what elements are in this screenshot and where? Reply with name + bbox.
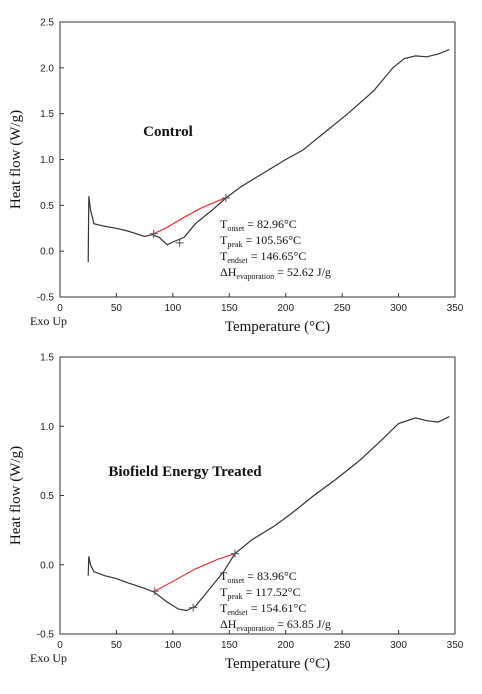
- x-axis-label: Temperature (°C): [225, 319, 330, 335]
- x-axis-label: Temperature (°C): [225, 656, 330, 672]
- annotation: Tendset = 146.65°C: [220, 249, 306, 265]
- annotation: ΔHevaporation = 63.85 J/g: [220, 617, 331, 633]
- annotation-text: = 82.96°C: [244, 217, 297, 231]
- y-tick-label: 1.0: [40, 155, 54, 166]
- x-tick-label: 0: [57, 640, 63, 651]
- annotation-text: = 105.56°C: [242, 233, 301, 247]
- annotation-symbol: ΔH: [220, 265, 237, 279]
- x-tick-label: 350: [447, 303, 464, 314]
- y-tick-label: 0.5: [40, 491, 54, 502]
- y-tick-label: 2.5: [40, 18, 54, 29]
- annotation: Tpeak = 117.52°C: [220, 585, 301, 601]
- y-tick-label: 2.0: [40, 63, 54, 74]
- annotation-subscript: evaporation: [236, 272, 274, 281]
- x-tick-label: 200: [277, 303, 294, 314]
- y-tick-label: -0.5: [37, 630, 55, 641]
- y-tick-label: 1.5: [40, 109, 54, 120]
- annotation: Tpeak = 105.56°C: [220, 233, 301, 249]
- annotation: Tonset = 82.96°C: [220, 217, 297, 233]
- x-tick-label: 150: [221, 640, 238, 651]
- annotation-subscript: evaporation: [236, 624, 274, 633]
- x-tick-label: 100: [165, 303, 182, 314]
- annotation-text: = 63.85 J/g: [274, 617, 331, 631]
- marker: [189, 603, 198, 612]
- y-tick-label: 0.5: [40, 201, 54, 212]
- annotation-subscript: endset: [227, 256, 248, 265]
- annotation-subscript: onset: [227, 576, 245, 585]
- x-tick-label: 0: [57, 303, 63, 314]
- curve: [87, 48, 450, 263]
- annotation-symbol: T: [220, 249, 228, 263]
- x-tick-label: 100: [165, 640, 182, 651]
- annotation-subscript: peak: [227, 592, 242, 601]
- annotation-symbol: T: [220, 569, 228, 583]
- marker: [175, 238, 184, 247]
- annotation-symbol: ΔH: [220, 617, 237, 631]
- annotation-symbol: T: [220, 601, 228, 615]
- exo-note: Exo Up: [30, 314, 67, 328]
- annotation-symbol: T: [220, 585, 228, 599]
- y-axis-label: Heat flow (W/g): [8, 110, 24, 209]
- annotation: Tendset = 154.61°C: [220, 601, 306, 617]
- y-tick-label: 0.0: [40, 247, 54, 258]
- annotation-symbol: T: [220, 217, 228, 231]
- marker: [149, 229, 158, 238]
- annotation-text: = 83.96°C: [244, 569, 297, 583]
- y-tick-label: 1.0: [40, 422, 54, 433]
- annotation: ΔHevaporation = 52.62 J/g: [220, 265, 331, 281]
- x-tick-label: 50: [111, 303, 123, 314]
- y-tick-label: 1.5: [40, 353, 54, 364]
- curve: [153, 197, 227, 235]
- annotation-text: = 154.61°C: [248, 601, 307, 615]
- x-tick-label: 300: [390, 640, 407, 651]
- exo-note: Exo Up: [30, 651, 67, 665]
- x-tick-label: 200: [277, 640, 294, 651]
- annotation: Tonset = 83.96°C: [220, 569, 297, 585]
- y-axis-label: Heat flow (W/g): [8, 446, 24, 545]
- x-tick-label: 350: [447, 640, 464, 651]
- curve: [154, 553, 236, 592]
- x-tick-label: 250: [334, 640, 351, 651]
- curve: [87, 416, 450, 612]
- chart-title: Biofield Energy Treated: [108, 464, 262, 480]
- annotation-text: = 52.62 J/g: [274, 265, 331, 279]
- annotation-text: = 117.52°C: [242, 585, 300, 599]
- annotation-subscript: peak: [227, 240, 242, 249]
- y-tick-label: 0.0: [40, 560, 54, 571]
- x-tick-label: 250: [334, 303, 351, 314]
- y-tick-label: -0.5: [37, 293, 55, 304]
- marker: [221, 194, 230, 202]
- annotation-text: = 146.65°C: [248, 249, 307, 263]
- marker: [230, 549, 239, 558]
- x-tick-label: 150: [221, 303, 238, 314]
- x-tick-label: 300: [390, 303, 407, 314]
- annotation-subscript: endset: [227, 608, 248, 617]
- x-tick-label: 50: [111, 640, 123, 651]
- annotation-subscript: onset: [227, 224, 245, 233]
- chart-title: Control: [143, 124, 193, 140]
- marker: [150, 587, 159, 596]
- annotation-symbol: T: [220, 233, 228, 247]
